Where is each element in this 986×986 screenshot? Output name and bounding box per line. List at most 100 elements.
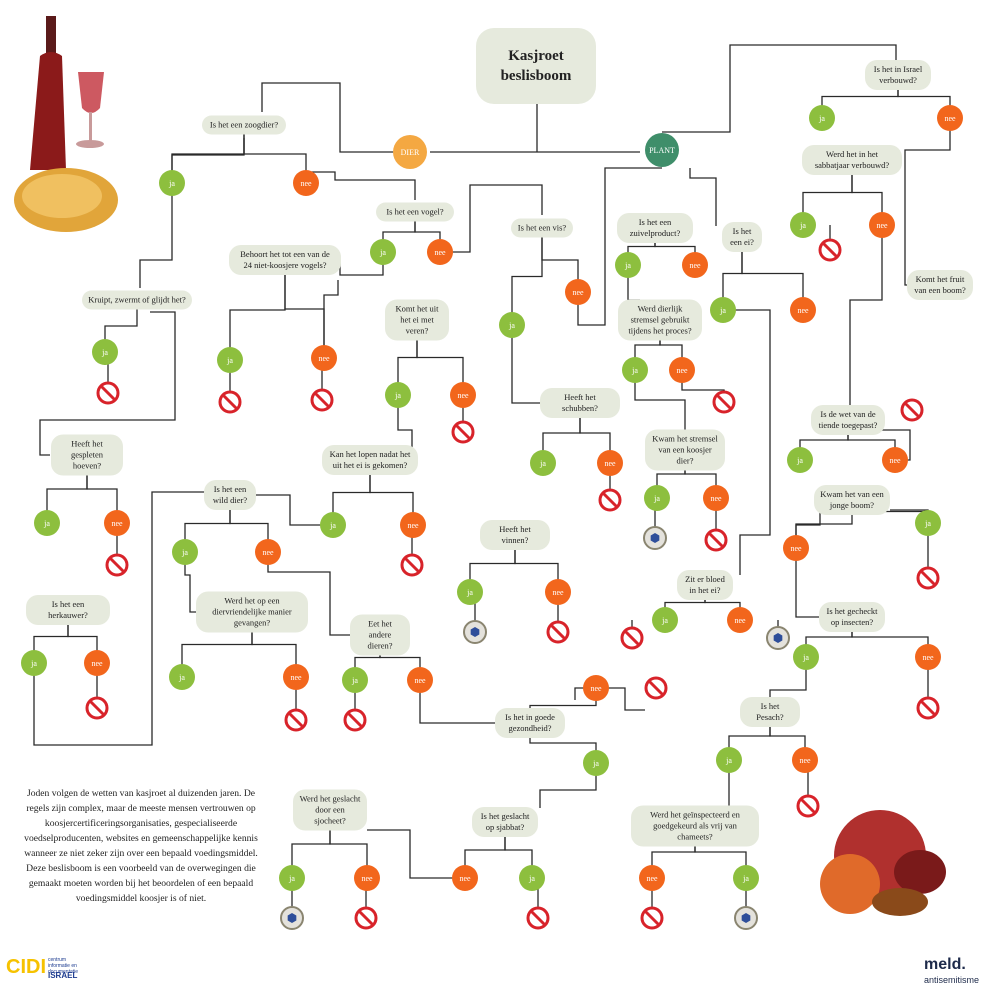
pomegranate: [820, 810, 946, 916]
answer-node: ja: [457, 579, 483, 605]
answer-node: nee: [452, 865, 478, 891]
not-kosher-icon: [221, 393, 239, 411]
answer-node: nee: [311, 345, 337, 371]
question-node: Is de wet van de tiende toegepast?: [811, 405, 885, 435]
answer-node: nee: [682, 252, 708, 278]
not-kosher-icon: [346, 711, 364, 729]
answer-node: ja: [279, 865, 305, 891]
title: Kasjroet beslisboom: [476, 28, 596, 104]
answer-node: nee: [283, 664, 309, 690]
not-kosher-icon: [799, 797, 817, 815]
answer-node: ja: [172, 539, 198, 565]
question-node: Komt het fruit van een boom?: [907, 270, 973, 300]
connector: [851, 160, 883, 225]
answer-node: nee: [293, 170, 319, 196]
question-node: Werd het in het sabbatjaar verbouwd?: [802, 145, 902, 175]
question-node: Is het in goede gezondheid?: [495, 708, 565, 738]
connector: [39, 311, 176, 456]
answer-node: nee: [639, 865, 665, 891]
answer-node: nee: [790, 297, 816, 323]
connector: [511, 228, 543, 325]
not-kosher-icon: [108, 556, 126, 574]
not-kosher-icon: [821, 241, 839, 259]
answer-node: ja: [733, 865, 759, 891]
connector: [849, 225, 883, 410]
answer-node: ja: [21, 650, 47, 676]
answer-node: nee: [882, 447, 908, 473]
not-kosher-icon: [88, 699, 106, 717]
answer-node: nee: [450, 382, 476, 408]
connector: [243, 125, 307, 183]
answer-node: ja: [915, 510, 941, 536]
logo: meld.: [924, 956, 966, 973]
connector: [33, 491, 205, 746]
question-node: Is het Pesach?: [740, 697, 800, 727]
question-node: Is het een vogel?: [376, 202, 454, 222]
answer-node: ja: [34, 510, 60, 536]
not-kosher-icon: [549, 623, 567, 641]
answer-node: ja: [583, 750, 609, 776]
answer-node: ja: [710, 297, 736, 323]
question-node: Zit er bloed in het ei?: [677, 570, 733, 600]
answer-node: ja: [790, 212, 816, 238]
answer-node: nee: [565, 279, 591, 305]
answer-node: nee: [84, 650, 110, 676]
not-kosher-icon: [903, 401, 921, 419]
question-node: Is het gecheckt op insecten?: [819, 602, 885, 632]
answer-node: ja: [787, 447, 813, 473]
answer-node: nee: [255, 539, 281, 565]
not-kosher-icon: [919, 699, 937, 717]
connector: [267, 552, 350, 636]
answer-node: nee: [915, 644, 941, 670]
answer-node: ja: [716, 747, 742, 773]
answer-node: ja: [342, 667, 368, 693]
answer-node: ja: [644, 485, 670, 511]
answer-node: ja: [793, 644, 819, 670]
answer-node: nee: [783, 535, 809, 561]
question-node: Kwam het van een jonge boom?: [814, 485, 890, 515]
answer-node: nee: [703, 485, 729, 511]
not-kosher-icon: [287, 711, 305, 729]
answer-node: nee: [545, 579, 571, 605]
answer-node: nee: [583, 675, 609, 701]
answer-node: nee: [400, 512, 426, 538]
not-kosher-icon: [647, 679, 665, 697]
connector: [541, 228, 579, 292]
question-node: Kan het lopen nadat het uit het ei is ge…: [322, 445, 418, 475]
answer-node: ja: [385, 382, 411, 408]
question-node: Werd het op een diervriendelijke manier …: [196, 591, 308, 633]
not-kosher-icon: [919, 569, 937, 587]
not-kosher-icon: [357, 909, 375, 927]
connector: [769, 657, 807, 700]
answer-node: ja: [217, 347, 243, 373]
answer-node: nee: [869, 212, 895, 238]
not-kosher-icon: [623, 629, 641, 647]
connector: [577, 167, 662, 326]
answer-node: nee: [727, 607, 753, 633]
answer-node: nee: [427, 239, 453, 265]
connector: [539, 763, 597, 808]
connector: [511, 325, 540, 404]
answer-node: ja: [622, 357, 648, 383]
kosher-icon: [741, 913, 751, 923]
question-node: Heeft het gespleten hoeven?: [51, 434, 123, 476]
connector: [596, 687, 645, 711]
connector: [634, 370, 686, 438]
question-node: Is het in Israel verbouwd?: [865, 60, 931, 90]
answer-node: ja: [92, 339, 118, 365]
logo-subtitle: ISRAEL: [48, 971, 78, 980]
wine-bottle: [14, 16, 118, 232]
connector: [662, 44, 897, 133]
answer-node: nee: [792, 747, 818, 773]
answer-node: nee: [669, 357, 695, 383]
kosher-icon: [650, 533, 660, 543]
answer-node: ja: [499, 312, 525, 338]
answer-node: ja: [320, 512, 346, 538]
connector: [184, 552, 200, 613]
answer-node: ja: [809, 105, 835, 131]
connector: [284, 260, 325, 358]
connector: [261, 82, 395, 153]
connector: [440, 184, 543, 253]
